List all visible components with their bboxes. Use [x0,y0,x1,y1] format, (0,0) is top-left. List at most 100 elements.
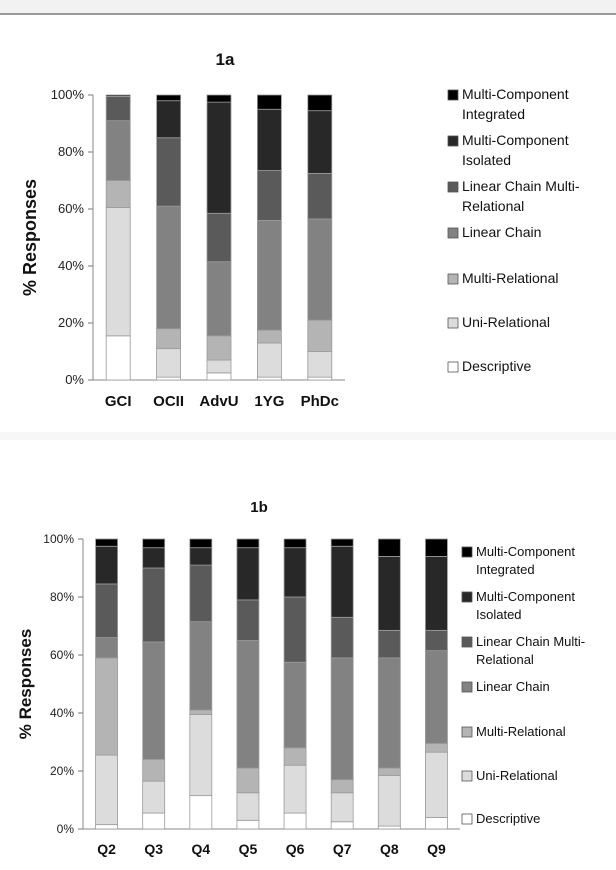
bar-segment-Q9-5 [425,556,448,631]
bar-segment-Q3-1 [142,780,166,814]
legend-swatch [447,317,459,329]
legend-label: Linear Chain Multi- [462,178,580,194]
bar-segment-Q4-0 [189,795,213,830]
bar-segment-1YG-2 [256,329,282,344]
bar-segment-Q4-5 [189,547,213,566]
bar-segment-Q6-6 [283,538,307,549]
bar-segment-Q7-2 [330,779,354,794]
bar-segment-AdvU-6 [206,94,232,103]
x-category-label: OCII [153,393,184,410]
bar-segment-Q8-4 [377,629,401,659]
bar-segment-Q2-0 [95,824,118,830]
bar-segment-Q4-3 [189,621,213,711]
bar-segment-1YG-3 [256,219,282,331]
bar-segment-Q2-4 [95,583,118,638]
bar-segment-PhDc-1 [307,351,333,378]
bar-segment-Q4-6 [189,538,213,549]
legend-label: Uni-Relational [476,768,558,783]
bar-segment-Q5-4 [236,599,260,641]
y-axis-label: % Responses [16,629,35,740]
y-tick-label: 20% [50,764,74,778]
bar-segment-Q6-3 [283,661,307,749]
chart-title: 1b [250,499,268,516]
bar-segment-Q7-6 [330,538,354,547]
legend-label: Integrated [476,562,535,577]
legend-label: Multi-Component [462,132,569,148]
chart-title: 1a [216,50,235,69]
bar-segment-PhDc-6 [307,94,333,112]
bar-segment-GCI-2 [105,180,131,208]
bar-segment-Q6-0 [283,812,307,830]
bar-segment-PhDc-4 [307,172,333,220]
legend-label: Isolated [476,607,522,622]
bar-segment-Q3-2 [142,758,166,782]
legend-label: Relational [462,198,524,214]
legend-swatch [461,770,473,782]
bar-segment-OCII-2 [156,328,182,350]
y-tick-label: 0% [57,822,75,836]
bar-segment-AdvU-3 [206,261,232,337]
bar-segment-1YG-6 [256,94,282,110]
legend-swatch [447,361,459,373]
bar-segment-OCII-6 [156,94,182,102]
bar-segment-OCII-5 [156,100,182,139]
x-category-label: GCI [105,393,132,410]
y-tick-label: 80% [50,590,74,604]
bar-segment-Q4-2 [189,709,213,715]
bar-segment-Q5-6 [236,538,260,549]
bar-segment-AdvU-1 [206,359,232,374]
legend-swatch [461,681,473,693]
bar-segment-AdvU-4 [206,212,232,263]
bar-segment-Q8-2 [377,767,401,776]
legend-label: Descriptive [476,811,540,826]
y-tick-label: 40% [58,258,84,273]
bar-segment-Q3-0 [142,812,166,830]
bar-segment-Q8-1 [377,774,401,827]
bar-segment-Q9-6 [425,538,448,557]
bar-segment-Q2-5 [95,545,118,585]
y-tick-label: 20% [58,315,84,330]
bar-segment-Q6-1 [283,764,307,814]
chart-1a-svg: 1a % Responses 0% 20% 40% 60% 80% 100% GCI OCII Ad… [20,50,580,410]
bar-segment-Q7-3 [330,657,354,781]
legend-swatch [461,726,473,738]
panel-separator [0,432,616,440]
bar-segment-Q5-5 [236,547,260,601]
legend-label: Multi-Relational [476,724,566,739]
bar-segment-Q9-3 [425,650,448,744]
legend-swatch [447,273,459,285]
bar-segment-OCII-1 [156,348,182,378]
y-tick-label: 100% [51,87,85,102]
legend-label: Uni-Relational [462,314,550,330]
bar-segment-Q2-2 [95,657,118,756]
bar-segment-Q3-4 [142,567,166,643]
y-tick-label: 80% [58,144,84,159]
bar-segment-Q9-1 [425,751,448,818]
bar-segment-Q7-1 [330,792,354,823]
bar-segment-Q2-3 [95,637,118,659]
bar-segment-Q6-2 [283,747,307,766]
legend-label: Multi-Component [462,86,569,102]
bar-segment-Q5-1 [236,792,260,821]
legend-swatch [447,135,459,147]
legend-label: Integrated [462,106,525,122]
bar-segment-Q7-4 [330,616,354,659]
chart-panel-1a: 1a % Responses 0% 20% 40% 60% 80% 100% GCI OCII Ad… [0,15,616,435]
bar-segment-AdvU-0 [206,372,232,381]
bar-segment-Q9-4 [425,629,448,652]
bar-segment-Q7-0 [330,821,354,830]
bar-segment-Q7-5 [330,545,354,618]
bar-segment-OCII-0 [156,376,182,381]
legend-swatch [447,181,459,193]
bar-segment-Q2-1 [95,754,118,826]
chart-panel-1b: 1b % Responses 0% 20% 40% 60% 80% 100% Q2 Q3 Q4 Q5 Q… [0,442,616,865]
bar-segment-Q8-0 [377,825,401,830]
x-category-label: PhDc [301,393,339,410]
x-category-label: 1YG [254,393,284,410]
bar-segment-Q4-4 [189,564,213,623]
bar-segment-PhDc-2 [307,319,333,352]
bar-segment-1YG-4 [256,170,282,221]
bar-segment-Q8-5 [377,556,401,631]
legend-swatch [461,546,473,558]
bar-segment-GCI-3 [105,120,131,181]
